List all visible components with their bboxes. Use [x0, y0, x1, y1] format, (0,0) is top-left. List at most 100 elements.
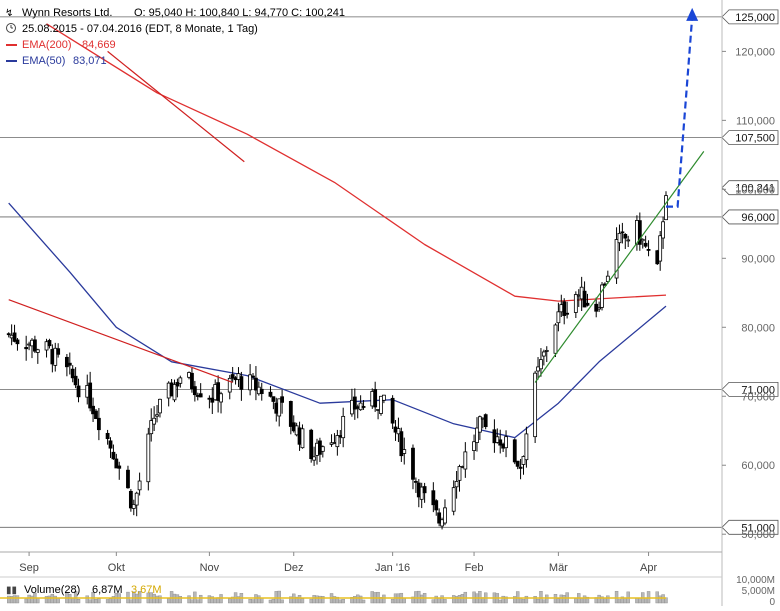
volume-bar — [478, 591, 482, 604]
volume-bar — [515, 591, 520, 604]
month-label: Okt — [108, 562, 125, 574]
ema200-line — [46, 23, 667, 302]
volume-tick-label: 10,000M — [736, 575, 775, 586]
volume-bar — [24, 598, 28, 604]
volume-bar — [297, 595, 302, 604]
volume-bar — [105, 599, 110, 604]
volume-bar — [260, 597, 264, 604]
candle-body — [271, 396, 276, 402]
candle-body — [617, 232, 622, 244]
volume-bar — [545, 594, 549, 604]
candle-body — [539, 359, 543, 370]
candle-body — [67, 362, 72, 366]
candle-body — [399, 431, 404, 457]
volume-bar — [15, 595, 20, 604]
candle-body — [152, 417, 157, 425]
volume-bar — [94, 599, 98, 604]
candle-body — [280, 396, 285, 403]
volume-bar — [213, 597, 217, 604]
level-tag — [721, 9, 779, 25]
candle-body — [105, 432, 110, 440]
candle-body — [251, 375, 255, 378]
level-tag-label: 71,000 — [741, 384, 775, 396]
volume-bar — [646, 591, 651, 604]
month-label: Dez — [284, 562, 304, 574]
candle-body — [361, 406, 366, 408]
candle-body — [454, 481, 459, 488]
volume-bar — [321, 596, 325, 604]
candle-body — [309, 429, 314, 459]
candle-body — [178, 377, 183, 384]
level-tag-label: 51,000 — [741, 522, 775, 534]
month-label: Mär — [549, 562, 568, 574]
y-tick-label: 90,000 — [741, 253, 775, 265]
trendlines — [8, 7, 705, 384]
candle-body — [556, 311, 561, 324]
candle-body — [300, 428, 305, 449]
candle-body — [565, 312, 570, 315]
candle-body — [597, 307, 602, 310]
volume-bar — [88, 599, 92, 604]
volume-bar — [169, 591, 174, 604]
candle-body — [35, 349, 40, 353]
candle-body — [210, 397, 215, 403]
volume-bar — [251, 599, 255, 604]
y-tick-label: 70,000 — [741, 391, 775, 403]
candle-body — [463, 451, 468, 470]
volume-bar — [341, 599, 345, 604]
y-tick-label: 80,000 — [741, 322, 775, 334]
volume-bar — [268, 599, 273, 604]
volume-bar — [585, 596, 590, 604]
candle-body — [402, 449, 407, 454]
candle-body — [32, 339, 37, 352]
candle-body — [396, 428, 401, 435]
candle-body — [320, 446, 325, 452]
volume-bar — [300, 598, 305, 604]
level-tag — [721, 180, 779, 196]
trendline-downtrend — [8, 299, 233, 384]
volume-bar — [85, 595, 89, 604]
candle-body — [483, 414, 488, 428]
volume-label: Volume(28) — [24, 584, 80, 596]
candle-body — [544, 350, 549, 352]
candle-body — [620, 231, 625, 234]
candle-body — [12, 332, 17, 342]
candle-body — [419, 486, 424, 500]
volume-bar — [71, 597, 75, 604]
volume-bar — [76, 598, 81, 604]
candle-body — [192, 386, 197, 396]
ohlc-readout: O: 95,040 H: 100,840 L: 94,770 C: 100,24… — [134, 7, 345, 19]
candle-body — [451, 487, 456, 512]
candle-body — [472, 441, 476, 451]
candle-body — [158, 398, 162, 414]
candle-body — [91, 405, 95, 415]
candle-body — [312, 456, 316, 461]
candle-body — [614, 239, 619, 279]
candle-body — [239, 376, 244, 390]
volume-bar — [97, 598, 101, 604]
ema200-legend-label: EMA(200) — [22, 39, 72, 51]
volume-value: 6,87M — [92, 584, 123, 596]
level-tag — [721, 209, 779, 225]
candle-body — [96, 417, 101, 431]
candle-body — [515, 460, 520, 467]
volume-bar — [498, 599, 502, 604]
candle-body — [411, 447, 415, 480]
candle-body — [219, 393, 223, 403]
level-tag-label: 125,000 — [735, 12, 775, 24]
ema50-line — [8, 202, 667, 439]
candle-body — [492, 429, 497, 444]
candle-body — [381, 394, 386, 401]
candle-body — [216, 382, 221, 401]
volume-bar — [603, 597, 607, 604]
candle-body — [134, 492, 139, 506]
candle-body — [413, 480, 418, 483]
candle-body — [108, 440, 113, 449]
candle-body — [573, 294, 578, 313]
volume-bar — [658, 595, 662, 604]
candle-body — [585, 302, 590, 306]
volume-bar — [315, 595, 319, 604]
volume-bar — [579, 598, 584, 604]
level-tag-label: 96,000 — [741, 212, 775, 224]
